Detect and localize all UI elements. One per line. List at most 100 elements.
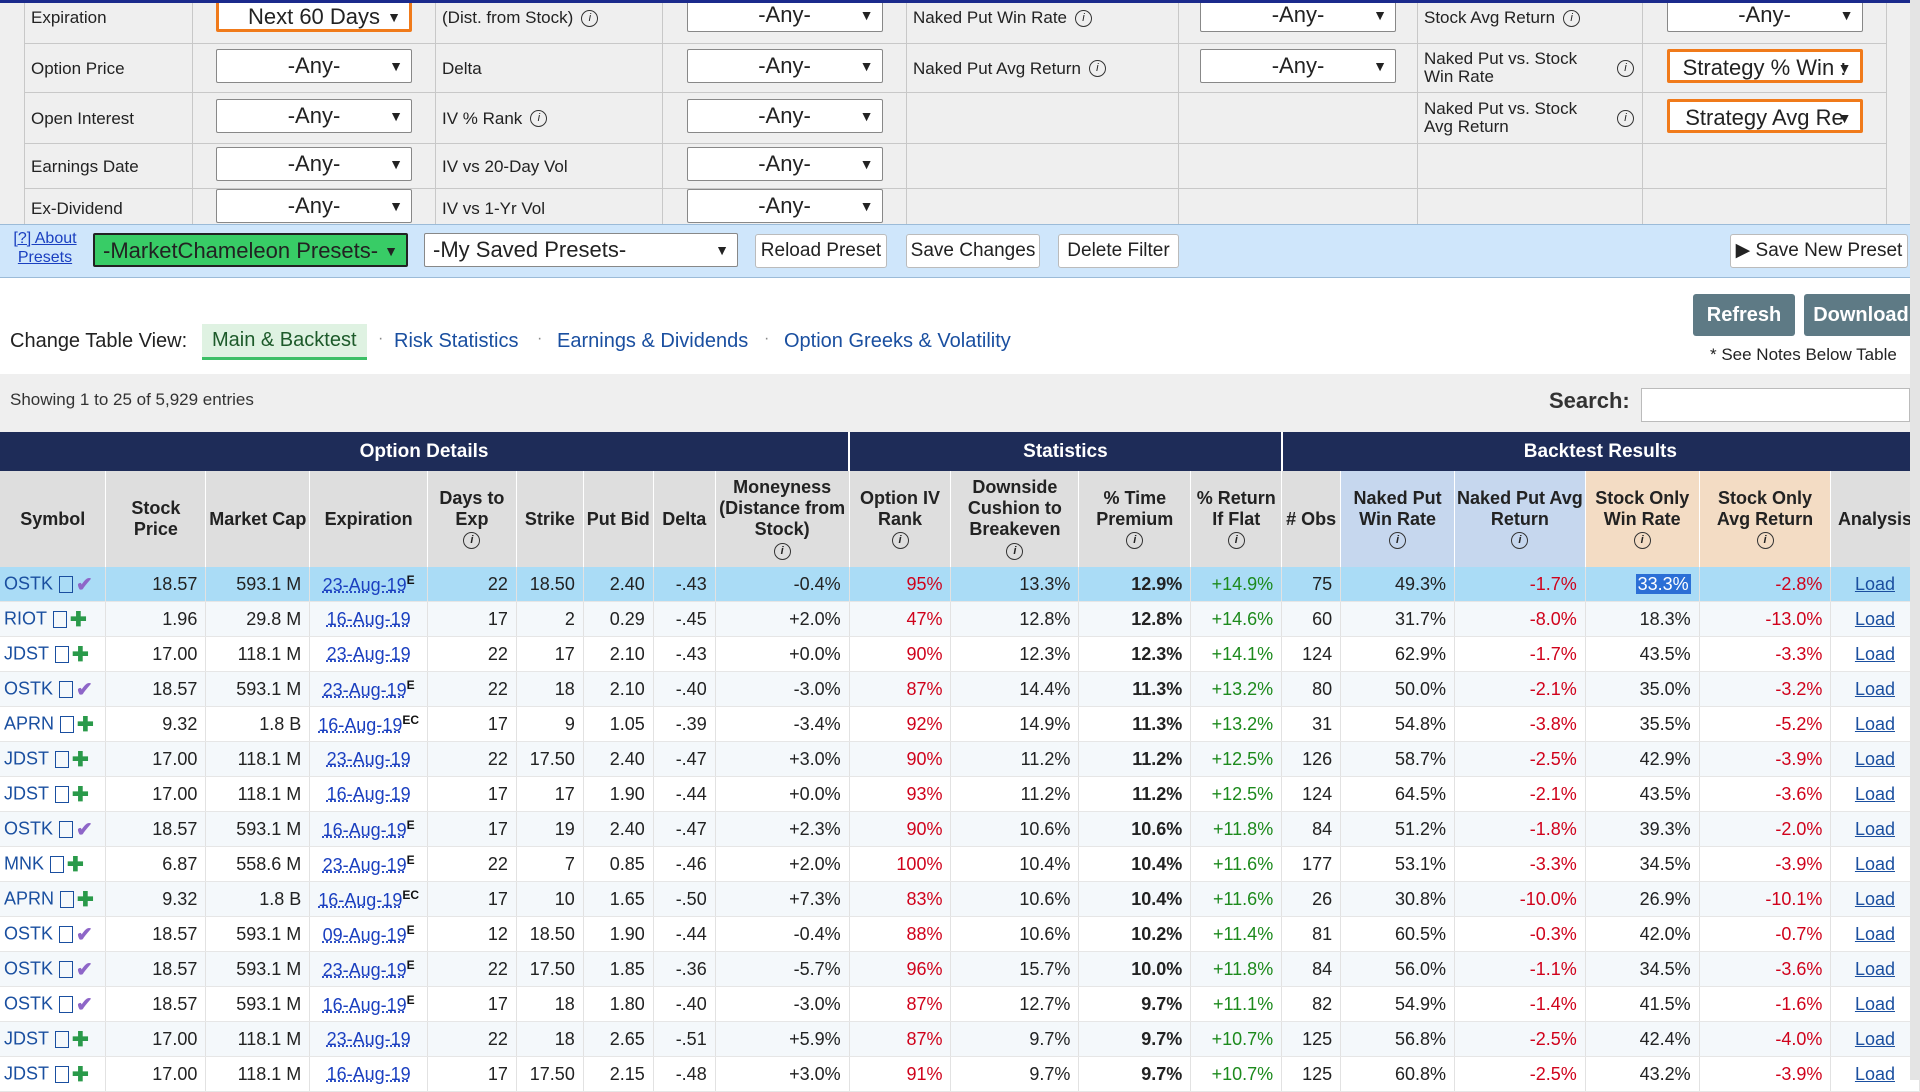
reload-preset-button[interactable]: Reload Preset [755,234,887,268]
symbol-link[interactable]: RIOT [4,607,47,628]
column-header[interactable]: Put Bid [583,471,654,567]
expiration-link[interactable]: 09-Aug-19 [322,924,407,945]
column-header[interactable]: # Obs [1281,471,1342,567]
expiration-link[interactable]: 16-Aug-19 [322,819,407,840]
expiration-link[interactable]: 23-Aug-19 [322,959,407,980]
filter-select[interactable]: Strategy Avg Re [1666,98,1863,133]
download-button[interactable]: Download [1804,294,1918,336]
expiration-link[interactable]: 16-Aug-19 [326,1063,411,1084]
analysis-link[interactable]: Load [1830,567,1920,602]
expiration-link[interactable]: 23-Aug-19 [322,574,407,595]
filter-select[interactable]: -Any- [1200,3,1396,32]
column-header[interactable]: Symbol [0,471,107,567]
delete-filter-button[interactable]: Delete Filter [1058,234,1179,268]
expiration-link[interactable]: 23-Aug-19 [322,679,407,700]
action-icon[interactable]: ✔ [76,993,93,1016]
filter-select[interactable]: -Any- [686,48,883,83]
symbol-link[interactable]: OSTK [4,572,54,593]
column-header[interactable]: % Time Premium i [1078,471,1192,567]
action-icon[interactable]: ✚ [72,1063,89,1086]
filter-select[interactable]: -Any- [1200,48,1396,83]
symbol-link[interactable]: JDST [4,1062,49,1083]
filter-select[interactable]: -Any- [686,189,883,223]
action-icon[interactable]: ✚ [77,713,94,736]
column-header[interactable]: Days to Exp i [427,471,517,567]
analysis-link[interactable]: Load [1830,1021,1920,1057]
filter-select[interactable]: -Any- [686,3,883,32]
symbol-link[interactable]: JDST [4,1027,49,1048]
symbol-link[interactable]: APRN [4,712,55,733]
analysis-link[interactable]: Load [1830,706,1920,742]
saved-presets-select[interactable]: -My Saved Presets- [424,233,738,267]
symbol-link[interactable]: OSTK [4,817,54,838]
column-header[interactable]: Market Cap [205,471,311,567]
analysis-link[interactable]: Load [1830,1056,1920,1092]
expiration-link[interactable]: 23-Aug-19 [326,748,411,769]
about-presets-link[interactable]: [?] About Presets [13,230,77,266]
search-input[interactable] [1641,388,1910,422]
analysis-link[interactable]: Load [1830,636,1920,672]
filter-select[interactable]: Strategy % Win : [1666,48,1863,83]
expiration-link[interactable]: 16-Aug-19 [326,608,411,629]
market-presets-select[interactable]: -MarketChameleon Presets- [93,233,408,267]
column-header[interactable]: Option IV Rank i [849,471,952,567]
symbol-link[interactable]: MNK [4,852,44,873]
expiration-link[interactable]: 16-Aug-19 [318,889,403,910]
analysis-link[interactable]: Load [1830,811,1920,847]
action-icon[interactable]: ✔ [76,818,93,841]
action-icon[interactable]: ✚ [77,888,94,911]
tab[interactable]: Main & Backtest [202,324,367,360]
column-header[interactable]: Naked Put Win Rate i [1340,471,1455,567]
analysis-link[interactable]: Load [1830,951,1920,987]
expiration-link[interactable]: 23-Aug-19 [326,643,411,664]
column-header[interactable]: Stock Only Avg Return i [1699,471,1832,567]
symbol-link[interactable]: OSTK [4,992,54,1013]
column-header[interactable]: Strike [516,471,584,567]
action-icon[interactable]: ✔ [76,923,93,946]
column-header[interactable]: Stock Price [105,471,207,567]
column-header[interactable]: Downside Cushion to Breakeven i [950,471,1080,567]
filter-select[interactable]: -Any- [1666,3,1863,32]
action-icon[interactable]: ✚ [70,608,87,631]
symbol-link[interactable]: APRN [4,887,55,908]
symbol-link[interactable]: JDST [4,782,49,803]
analysis-link[interactable]: Load [1830,916,1920,952]
action-icon[interactable]: ✚ [67,853,84,876]
action-icon[interactable]: ✚ [72,748,89,771]
analysis-link[interactable]: Load [1830,741,1920,777]
symbol-link[interactable]: OSTK [4,677,54,698]
column-header[interactable]: Naked Put Avg Return i [1454,471,1586,567]
column-header[interactable]: Analysis [1830,471,1920,567]
refresh-button[interactable]: Refresh [1693,294,1795,336]
filter-select[interactable]: -Any- [216,189,412,223]
column-header[interactable]: Expiration [309,471,428,567]
expiration-link[interactable]: 16-Aug-19 [326,783,411,804]
analysis-link[interactable]: Load [1830,601,1920,637]
action-icon[interactable]: ✚ [72,783,89,806]
tab[interactable]: Option Greeks & Volatility [784,330,1011,352]
filter-select[interactable]: -Any- [216,48,412,83]
analysis-link[interactable]: Load [1830,846,1920,882]
filter-select[interactable]: -Any- [686,146,883,181]
column-header[interactable]: Moneyness (Distance from Stock) i [715,471,850,567]
symbol-link[interactable]: OSTK [4,922,54,943]
filter-select[interactable]: -Any- [686,98,883,133]
filter-select[interactable]: -Any- [216,98,412,133]
column-header[interactable]: Delta [653,471,716,567]
filter-select[interactable]: Next 60 Days [216,3,412,32]
analysis-link[interactable]: Load [1830,986,1920,1022]
analysis-link[interactable]: Load [1830,776,1920,812]
symbol-link[interactable]: JDST [4,747,49,768]
action-icon[interactable]: ✚ [72,643,89,666]
column-header[interactable]: Stock Only Win Rate i [1585,471,1700,567]
expiration-link[interactable]: 16-Aug-19 [322,994,407,1015]
action-icon[interactable]: ✚ [72,1028,89,1051]
column-header[interactable]: % Return If Flat i [1190,471,1283,567]
save-new-preset-button[interactable]: ▶ Save New Preset [1730,234,1908,268]
symbol-link[interactable]: JDST [4,642,49,663]
expiration-link[interactable]: 23-Aug-19 [322,854,407,875]
expiration-link[interactable]: 23-Aug-19 [326,1028,411,1049]
tab[interactable]: Risk Statistics [394,330,519,352]
expiration-link[interactable]: 16-Aug-19 [318,714,403,735]
action-icon[interactable]: ✔ [76,958,93,981]
